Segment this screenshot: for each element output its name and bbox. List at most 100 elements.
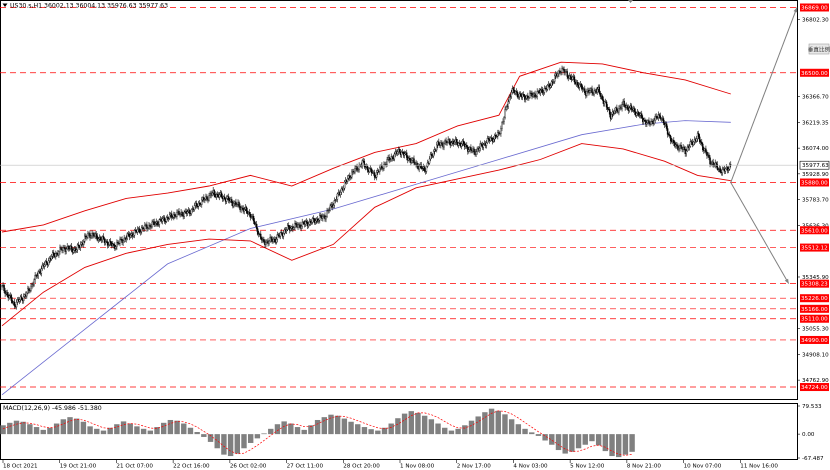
macd-bar bbox=[569, 434, 575, 452]
candle-body bbox=[99, 237, 102, 241]
macd-bar bbox=[167, 419, 174, 435]
macd-axis-label: 0.00 bbox=[802, 432, 815, 438]
projection-line bbox=[730, 7, 798, 183]
level-label-box bbox=[800, 335, 829, 344]
macd-bar bbox=[535, 434, 542, 436]
candle-body bbox=[701, 141, 703, 145]
candle-body bbox=[601, 95, 604, 100]
candle-body bbox=[342, 187, 345, 190]
candle-body bbox=[708, 154, 710, 158]
candle-body bbox=[260, 233, 262, 239]
candle-body bbox=[336, 193, 339, 200]
macd-bar bbox=[314, 419, 321, 435]
macd-bar bbox=[355, 424, 361, 435]
candle-body bbox=[553, 81, 555, 83]
candle-body bbox=[115, 246, 117, 249]
candle-body bbox=[411, 159, 413, 163]
candle-body bbox=[517, 96, 520, 98]
candle-body bbox=[528, 97, 530, 99]
candle-body bbox=[238, 202, 240, 207]
macd-bar bbox=[381, 427, 388, 435]
candle-body bbox=[197, 202, 200, 207]
candle-body bbox=[557, 73, 559, 77]
triangle-down-icon[interactable] bbox=[2, 3, 8, 8]
candle-body bbox=[420, 164, 422, 169]
candle-body bbox=[730, 164, 732, 165]
macd-bar bbox=[241, 434, 247, 449]
level-label-text: 35166.00 bbox=[801, 307, 828, 313]
candle-body bbox=[176, 212, 178, 217]
candle-body bbox=[290, 228, 292, 231]
candle-body bbox=[265, 242, 267, 246]
candle-body bbox=[621, 104, 623, 109]
projection-arrows bbox=[730, 7, 798, 284]
candle-body bbox=[156, 221, 158, 225]
candle-body bbox=[233, 203, 235, 207]
candle-body bbox=[179, 213, 181, 215]
scale-button[interactable]: 垂直比例 bbox=[808, 43, 830, 55]
candle-body bbox=[243, 209, 245, 212]
candle-body bbox=[578, 84, 581, 88]
macd-bar bbox=[495, 410, 501, 435]
candle-body bbox=[534, 93, 536, 97]
macd-panel[interactable]: MACD(12,26,9) -45.986 -51.380 79.533 0.00… bbox=[0, 403, 824, 463]
candle-body bbox=[15, 301, 18, 308]
candle-body bbox=[181, 212, 183, 216]
candle-body bbox=[487, 138, 490, 140]
candle-body bbox=[351, 171, 353, 178]
macd-bar bbox=[462, 425, 468, 435]
price-chart[interactable]: US30.s,H1 36002.13 36004.13 35976.63 359… bbox=[0, 0, 798, 400]
candle-body bbox=[253, 220, 256, 225]
candle-body bbox=[475, 151, 477, 155]
candle-body bbox=[286, 225, 289, 230]
x-tick-label: 10 Nov 07:00 bbox=[684, 464, 722, 470]
candle-body bbox=[40, 268, 43, 274]
macd-bar bbox=[388, 423, 394, 435]
candle-body bbox=[208, 195, 210, 201]
candle-body bbox=[502, 121, 504, 124]
candle-body bbox=[118, 242, 120, 244]
candle-body bbox=[554, 75, 556, 82]
candle-body bbox=[322, 216, 324, 219]
candle-body bbox=[473, 148, 475, 152]
candle-body bbox=[125, 238, 127, 240]
candle-body bbox=[96, 235, 98, 241]
current-price-label: 35977.63 bbox=[799, 160, 830, 170]
candle-body bbox=[728, 164, 731, 170]
scale-button-box[interactable] bbox=[808, 43, 830, 55]
candle-body bbox=[393, 153, 396, 160]
candle-body bbox=[60, 247, 62, 250]
chart-shift-marker-icon[interactable] bbox=[628, 0, 633, 3]
candle-body bbox=[589, 90, 591, 93]
candle-body bbox=[485, 142, 488, 146]
macd-bar bbox=[549, 434, 555, 445]
macd-bar bbox=[274, 424, 281, 435]
candle-body bbox=[312, 218, 315, 220]
candle-body bbox=[245, 206, 248, 212]
macd-bar bbox=[147, 430, 154, 435]
y-tick-label: 36074.00 bbox=[802, 146, 829, 152]
candle-body bbox=[688, 146, 691, 148]
candle-body bbox=[136, 229, 139, 233]
candle-body bbox=[430, 154, 433, 156]
candle-body bbox=[310, 222, 313, 224]
macd-bar bbox=[562, 434, 568, 454]
macd-bar bbox=[361, 427, 368, 435]
macd-bar bbox=[33, 427, 40, 435]
macd-bar bbox=[334, 415, 341, 435]
level-label-text: 36869.00 bbox=[801, 5, 828, 11]
macd-bar bbox=[475, 416, 481, 435]
y-tick-label: 34762.90 bbox=[802, 378, 829, 384]
candle-body bbox=[6, 292, 8, 295]
candle-body bbox=[87, 233, 89, 238]
candle-body bbox=[138, 228, 141, 233]
candle-body bbox=[218, 194, 221, 198]
candle-body bbox=[423, 166, 426, 172]
candle-body bbox=[325, 216, 327, 220]
price-axis[interactable]: 36802.30 36366.70 36219.35 36074.00 35928.90… bbox=[797, 3, 830, 392]
candle-body bbox=[47, 260, 50, 266]
candle-body bbox=[383, 164, 385, 169]
macd-signal-line bbox=[2, 410, 633, 456]
price-plot-frame bbox=[0, 0, 798, 400]
candle-body bbox=[275, 238, 278, 243]
